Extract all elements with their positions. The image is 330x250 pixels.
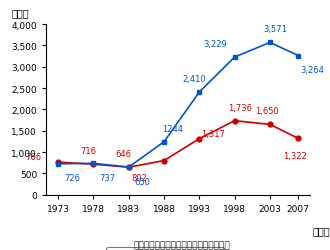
- 工学系: [197, 91, 201, 94]
- 工学系: [233, 56, 237, 59]
- Text: 766: 766: [25, 153, 41, 162]
- 理学系: [91, 163, 95, 166]
- 工学系: [127, 166, 131, 169]
- Text: 3,571: 3,571: [264, 25, 287, 34]
- 工学系: [268, 42, 272, 45]
- Text: 716: 716: [80, 146, 96, 156]
- 工学系: [162, 141, 166, 144]
- Text: 650: 650: [135, 177, 150, 186]
- Text: 726: 726: [64, 174, 80, 183]
- 理学系: [56, 161, 60, 164]
- Text: 737: 737: [99, 173, 116, 182]
- Text: （人）: （人）: [12, 8, 29, 18]
- 理学系: [162, 160, 166, 162]
- Text: 1244: 1244: [162, 124, 183, 133]
- Text: 2,410: 2,410: [182, 74, 206, 84]
- 理学系: [268, 123, 272, 126]
- Text: 3,264: 3,264: [300, 66, 324, 75]
- Text: 1,650: 1,650: [255, 107, 279, 116]
- Text: 文部科学省「学校基本調査」により作成: 文部科学省「学校基本調査」により作成: [133, 240, 230, 250]
- 工学系: [91, 162, 95, 165]
- 工学系: [56, 163, 60, 166]
- Text: 1,736: 1,736: [228, 103, 252, 112]
- 工学系: [296, 55, 300, 58]
- 理学系: [197, 138, 201, 140]
- Line: 理学系: 理学系: [56, 119, 301, 170]
- Text: （年度）: （年度）: [313, 226, 330, 235]
- Text: 802: 802: [131, 173, 147, 182]
- Text: 1,322: 1,322: [283, 151, 307, 160]
- Legend: 理学系, 工学系: 理学系, 工学系: [106, 248, 224, 250]
- 理学系: [233, 120, 237, 123]
- Text: 1,317: 1,317: [201, 129, 225, 138]
- Text: 646: 646: [115, 150, 131, 158]
- 理学系: [127, 166, 131, 169]
- Line: 工学系: 工学系: [56, 41, 301, 170]
- 理学系: [296, 137, 300, 140]
- Text: 3,229: 3,229: [203, 40, 227, 49]
